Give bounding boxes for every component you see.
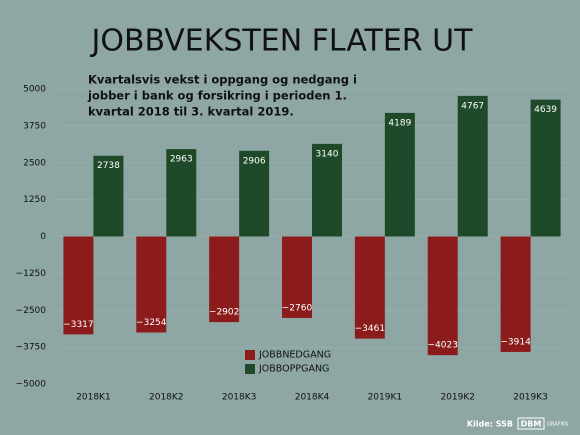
value-label: 4639 [534,105,557,115]
legend-label: JOBBOPPGANG [258,364,329,375]
bar [282,236,312,318]
bar [500,236,531,352]
x-tick-label: 2019K1 [368,393,403,403]
bar [136,236,167,333]
value-label: −3317 [63,320,93,330]
x-tick-label: 2019K2 [440,393,475,403]
source: Kilde: SSB [467,420,513,429]
bar [63,236,94,335]
bar [312,143,342,237]
y-tick-label: −5000 [16,380,47,390]
value-label: 3140 [316,149,339,159]
subtitle: Kvartalsvis vekst i oppgang og nedgang i [88,73,357,87]
value-label: −3914 [500,337,531,347]
x-tick-label: 2018K3 [222,393,257,403]
bar [427,236,458,356]
chart-title: JOBBVEKSTEN FLATER UT [90,24,474,59]
x-tick-label: 2018K1 [76,393,111,403]
logo: DBM [521,420,542,429]
bar [166,149,197,237]
y-tick-label: −2500 [16,306,47,316]
value-label: −3461 [355,324,385,334]
y-tick-label: −3750 [16,343,47,353]
y-tick-label: 3750 [23,121,46,131]
y-tick-label: 1250 [23,195,46,205]
logo-box [517,417,545,430]
bar [239,150,270,237]
y-tick-label: −1250 [16,269,47,279]
bar [93,155,124,237]
value-label: 2963 [170,155,193,165]
x-tick-label: 2018K2 [149,393,184,403]
bar [457,95,488,237]
y-tick-label: 5000 [23,85,46,95]
value-label: 4767 [461,101,484,111]
x-tick-label: 2019K3 [513,393,548,403]
value-label: 4189 [388,118,411,128]
value-label: −3254 [136,318,167,328]
value-label: −2760 [282,303,313,313]
legend-label: JOBBNEDGANG [258,350,331,361]
logo: GRAFIKK [547,422,569,428]
bar [209,236,240,323]
value-label: −4023 [427,341,457,351]
y-tick-label: 0 [40,232,46,242]
value-label: −2902 [209,308,239,318]
bar [530,99,561,237]
value-label: 2906 [243,156,266,166]
legend-swatch [245,364,255,374]
subtitle: kvartal 2018 til 3. kvartal 2019. [88,105,294,119]
legend-swatch [245,350,255,360]
y-tick-label: 2500 [23,158,46,168]
bar [384,112,415,237]
value-label: 2738 [97,161,120,171]
subtitle: jobber i bank og forsikring i perioden 1… [87,89,347,103]
x-tick-label: 2018K4 [295,393,330,403]
bar [354,236,385,339]
